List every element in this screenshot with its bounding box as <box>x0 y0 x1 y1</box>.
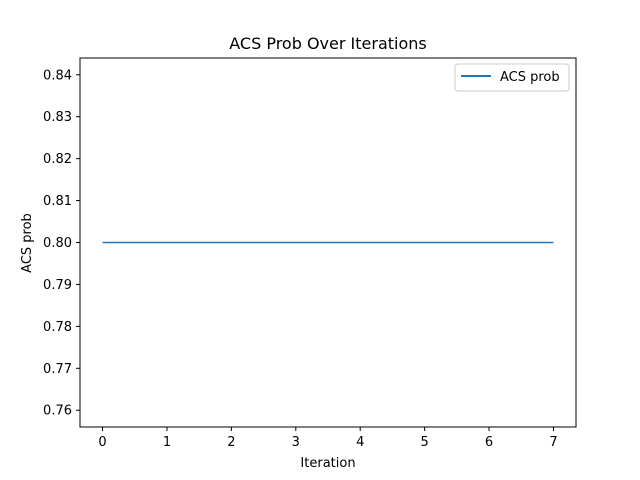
x-tick-label: 4 <box>356 435 364 450</box>
chart-title: ACS Prob Over Iterations <box>229 34 426 53</box>
x-tick-label: 7 <box>549 435 557 450</box>
y-tick-label: 0.81 <box>43 194 72 209</box>
y-tick-label: 0.83 <box>43 110 72 125</box>
y-tick-label: 0.78 <box>43 320 72 335</box>
legend-box <box>454 63 570 92</box>
y-axis-ticks: 0.76 0.77 0.78 0.79 0.80 0.81 0.82 0.83 0.84 <box>43 68 80 419</box>
x-tick-label: 2 <box>227 435 235 450</box>
x-tick-label: 3 <box>292 435 300 450</box>
y-tick-label: 0.77 <box>43 362 72 377</box>
x-axis-title: Iteration <box>300 456 355 471</box>
plot-area-frame <box>79 57 577 428</box>
y-tick-label: 0.79 <box>43 278 72 293</box>
legend-label: ACS prob <box>500 70 560 85</box>
x-tick-label: 6 <box>485 435 493 450</box>
y-tick-label: 0.80 <box>43 236 72 251</box>
y-tick-label: 0.76 <box>43 404 72 419</box>
x-axis-ticks: 0 1 2 3 4 5 6 7 <box>98 427 558 450</box>
x-tick-label: 5 <box>420 435 428 450</box>
y-tick-label: 0.84 <box>43 68 72 83</box>
x-tick-label: 0 <box>98 435 106 450</box>
y-tick-label: 0.82 <box>43 152 72 167</box>
legend: ACS prob <box>454 63 570 92</box>
y-axis-title: ACS prob <box>20 213 35 273</box>
x-tick-label: 1 <box>163 435 171 450</box>
